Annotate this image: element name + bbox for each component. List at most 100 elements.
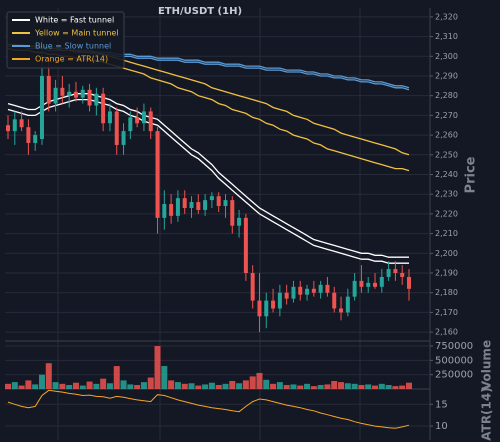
y-tick-label: 2,180: [435, 288, 458, 297]
candle-body: [87, 89, 92, 106]
y-tick-label: 2,320: [435, 12, 458, 21]
legend-label: White = Fast tunnel: [35, 16, 114, 25]
volume-bar: [344, 383, 351, 389]
candle-body: [175, 198, 180, 216]
volume-bar: [32, 384, 39, 389]
legend-label: Blue = Slow tunnel: [35, 42, 111, 51]
candle-body: [339, 308, 344, 313]
y-tick-label: 2,290: [435, 71, 458, 80]
volume-bar: [270, 383, 277, 389]
volume-bar: [256, 372, 263, 389]
candle-body: [53, 87, 58, 104]
volume-bar: [59, 383, 66, 389]
y-tick-label: 2,230: [435, 190, 458, 199]
y-tick-label: 2,270: [435, 111, 458, 120]
candle-body: [243, 217, 248, 274]
candle-body: [162, 204, 167, 218]
volume-bar: [338, 382, 345, 389]
volume-bar: [283, 384, 290, 389]
volume-bar: [399, 385, 406, 389]
y-tick-label: 2,190: [435, 269, 458, 278]
candle-body: [318, 284, 323, 293]
volume-bar: [297, 385, 304, 389]
atr-line: [7, 389, 410, 429]
y-tick-label: 2,200: [435, 249, 458, 258]
volume-bar: [392, 386, 399, 389]
candle-body: [209, 196, 214, 201]
candle-body: [203, 200, 208, 210]
candle-body: [73, 91, 78, 98]
candle-body: [352, 280, 357, 297]
volume-bar: [263, 379, 270, 389]
candle-body: [196, 202, 201, 210]
candle-body: [141, 111, 146, 124]
y-tick-label: 750000: [435, 341, 473, 352]
volume-bar: [52, 382, 59, 389]
volume-bar: [385, 384, 392, 389]
candle-body: [311, 288, 316, 293]
y-tick-label: 10: [435, 421, 448, 432]
y-tick-label: 2,260: [435, 131, 458, 140]
volume-bar: [195, 385, 202, 389]
candle-body: [46, 75, 51, 104]
candle-body: [284, 292, 289, 299]
volume-bar: [168, 380, 175, 389]
volume-bar: [161, 366, 168, 389]
candle-body: [264, 300, 269, 317]
volume-bar: [174, 382, 181, 389]
volume-bar: [378, 383, 385, 389]
candle-body: [135, 117, 140, 124]
volume-bar: [18, 385, 25, 389]
volume-bar: [79, 385, 86, 389]
volume-bar: [215, 384, 222, 389]
volume-bar: [304, 383, 311, 389]
volume-axis-title: Volume: [480, 340, 494, 390]
volume-bar: [331, 380, 338, 389]
volume-bar: [208, 382, 215, 389]
y-tick-label: 2,310: [435, 32, 458, 41]
y-axis-title: Price: [464, 156, 479, 193]
volume-bar: [127, 384, 134, 389]
volume-bar: [11, 382, 18, 389]
volume-bar: [38, 374, 45, 389]
legend-box: [6, 11, 125, 69]
volume-bar: [202, 384, 209, 389]
candle-body: [407, 276, 411, 289]
candle-body: [386, 269, 391, 277]
candle-body: [169, 204, 174, 216]
y-tick-label: 250000: [435, 370, 473, 381]
candle-body: [6, 125, 10, 132]
candle-body: [257, 300, 262, 317]
candle-body: [148, 111, 153, 132]
candle-body: [379, 276, 384, 287]
candle-body: [373, 282, 378, 287]
legend-label: Yellow = Main tunnel: [34, 29, 119, 38]
legend-label: Orange = ATR(14): [35, 55, 108, 64]
y-tick-label: 2,280: [435, 91, 458, 100]
candle-body: [33, 135, 38, 143]
y-tick-label: 2,250: [435, 150, 458, 159]
candle-body: [359, 280, 364, 287]
volume-bar: [324, 384, 331, 389]
candle-body: [155, 131, 160, 218]
candle-body: [182, 198, 187, 208]
y-tick-label: 500000: [435, 355, 473, 366]
volume-bar: [236, 383, 243, 389]
legend: White = Fast tunnel Yellow = Main tunnel B…: [6, 11, 125, 69]
candle-body: [189, 202, 194, 208]
volume-bar: [188, 383, 195, 389]
candle-body: [19, 119, 24, 128]
volume-bar: [106, 383, 113, 389]
volume-bar: [317, 384, 324, 389]
candle-body: [230, 200, 235, 226]
candle-body: [291, 286, 296, 299]
candle-body: [121, 131, 126, 145]
volume-bar: [66, 384, 73, 389]
candle-body: [332, 292, 337, 309]
volume-bar: [372, 385, 379, 389]
volume-bar: [242, 380, 249, 389]
candle-body: [305, 288, 310, 295]
volume-bar: [45, 363, 52, 389]
y-tick-label: 2,160: [435, 328, 458, 337]
